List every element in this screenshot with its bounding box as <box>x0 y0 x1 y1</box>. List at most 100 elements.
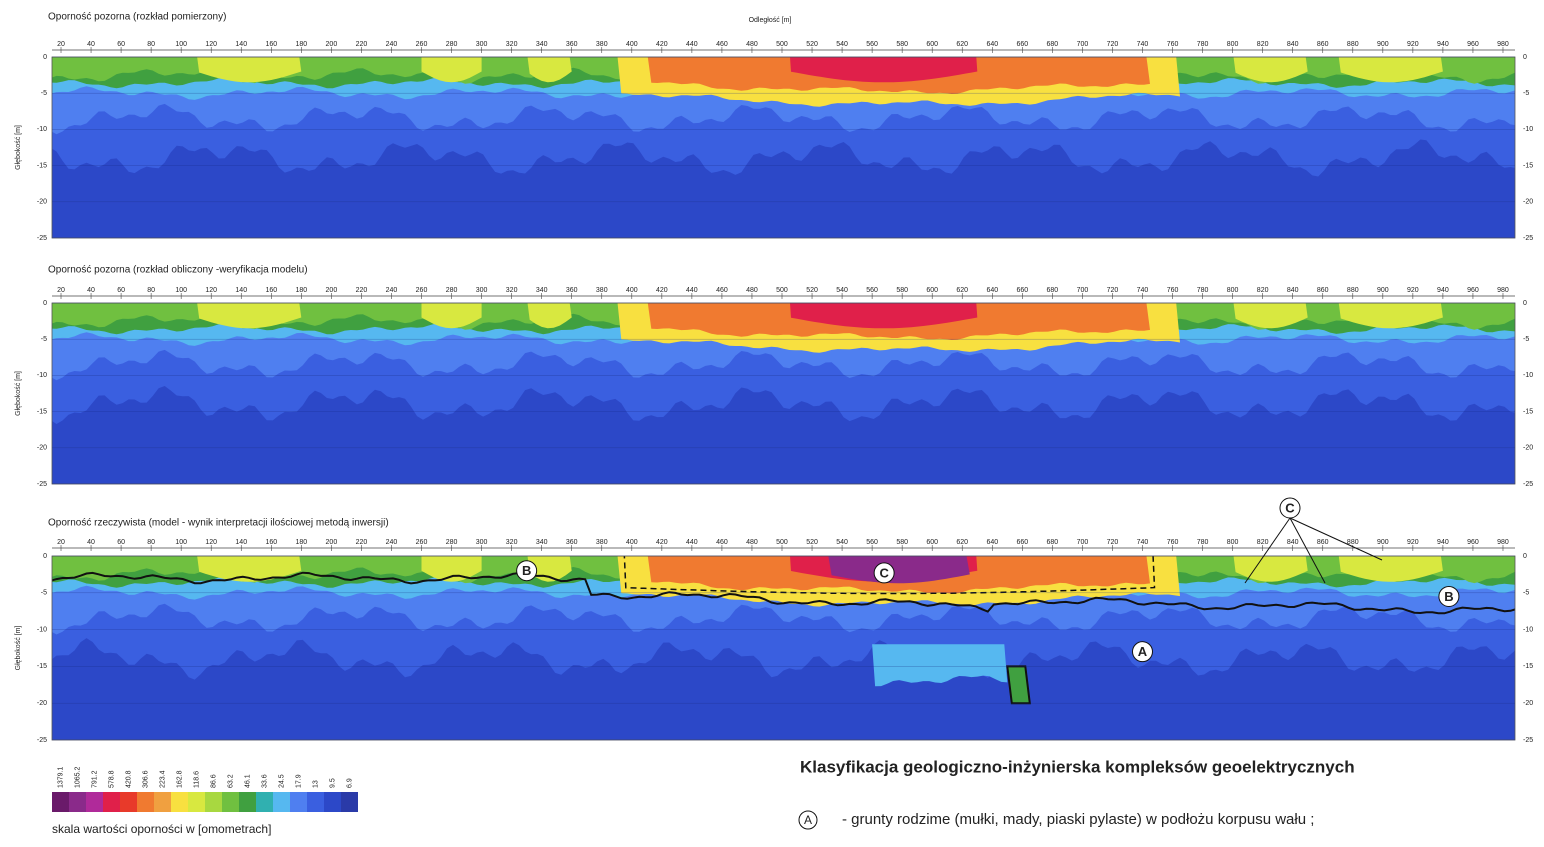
colorbar-label: 33.6 <box>261 774 268 788</box>
x-tick-label: 140 <box>235 539 247 546</box>
x-tick-label: 800 <box>1227 539 1239 546</box>
x-tick-label: 440 <box>686 287 698 294</box>
y-axis-title: Głębokość [m] <box>15 371 22 416</box>
annotation-circle <box>516 560 538 582</box>
x-tick-label: 640 <box>986 539 998 546</box>
x-tick-label: 960 <box>1467 287 1479 294</box>
y-tick-label-right: -20 <box>1523 199 1533 206</box>
y-tick-label: -15 <box>37 408 47 415</box>
annotation-label: B <box>522 563 531 578</box>
x-tick-label: 740 <box>1137 41 1149 48</box>
field-band <box>52 386 1515 484</box>
x-tick-label: 680 <box>1047 41 1059 48</box>
x-tick-label: 380 <box>596 41 608 48</box>
x-tick-label: 840 <box>1287 287 1299 294</box>
field-band <box>828 556 970 584</box>
y-tick-label-right: 0 <box>1523 300 1527 307</box>
x-tick-label: 980 <box>1497 41 1509 48</box>
y-tick-label: -20 <box>37 700 47 707</box>
field-band <box>1233 556 1308 582</box>
x-tick-label: 780 <box>1197 287 1209 294</box>
panel-title: Oporność rzeczywista (model - wynik inte… <box>48 518 389 529</box>
x-tick-label: 980 <box>1497 287 1509 294</box>
x-tick-label: 120 <box>205 287 217 294</box>
x-tick-label: 280 <box>446 287 458 294</box>
x-tick-label: 20 <box>57 41 65 48</box>
x-tick-label: 460 <box>716 539 728 546</box>
annotation-leader <box>1289 517 1326 584</box>
x-tick-label: 660 <box>1016 287 1028 294</box>
x-tick-label: 300 <box>476 287 488 294</box>
field-band <box>52 638 1515 740</box>
annotation-leader <box>1289 517 1383 561</box>
x-tick-label: 960 <box>1467 539 1479 546</box>
x-tick-label: 660 <box>1016 539 1028 546</box>
x-tick-label: 480 <box>746 41 758 48</box>
x-tick-label: 620 <box>956 287 968 294</box>
x-tick-label: 820 <box>1257 41 1269 48</box>
x-tick-label: 540 <box>836 41 848 48</box>
x-tick-label: 60 <box>117 41 125 48</box>
x-tick-label: 960 <box>1467 41 1479 48</box>
x-tick-label: 480 <box>746 287 758 294</box>
colorbar-label: 118.6 <box>193 771 200 788</box>
x-tick-label: 280 <box>446 539 458 546</box>
colorbar-label: 6.9 <box>346 778 353 788</box>
x-tick-label: 500 <box>776 539 788 546</box>
x-tick-label: 880 <box>1347 287 1359 294</box>
y-tick-label-right: -10 <box>1523 126 1533 133</box>
x-tick-label: 40 <box>87 539 95 546</box>
x-tick-label: 920 <box>1407 287 1419 294</box>
x-tick-label: 320 <box>506 41 518 48</box>
legend-text: - grunty rodzime (mułki, mady, piaski py… <box>842 811 1314 828</box>
x-tick-label: 200 <box>326 539 338 546</box>
x-tick-label: 880 <box>1347 41 1359 48</box>
y-tick-label-right: -20 <box>1523 445 1533 452</box>
x-tick-label: 200 <box>326 41 338 48</box>
field-band <box>421 556 482 582</box>
colorbar-label: 63.2 <box>227 774 234 788</box>
x-tick-label: 100 <box>175 539 187 546</box>
x-tick-label: 260 <box>416 539 428 546</box>
x-tick-label: 580 <box>896 287 908 294</box>
x-tick-label: 400 <box>626 41 638 48</box>
y-tick-label-right: -15 <box>1523 162 1533 169</box>
field-band <box>789 303 978 329</box>
x-tick-label: 420 <box>656 41 668 48</box>
y-tick-label-right: -5 <box>1523 336 1529 343</box>
x-tick-label: 220 <box>356 41 368 48</box>
field <box>52 556 1515 740</box>
x-tick-label: 940 <box>1437 287 1449 294</box>
x-tick-label: 360 <box>566 539 578 546</box>
x-tick-label: 100 <box>175 41 187 48</box>
x-tick-label: 720 <box>1107 41 1119 48</box>
x-tick-label: 720 <box>1107 287 1119 294</box>
colorbar-swatch <box>239 792 256 812</box>
x-tick-label: 120 <box>205 41 217 48</box>
x-tick-label: 360 <box>566 287 578 294</box>
x-tick-label: 780 <box>1197 41 1209 48</box>
x-tick-label: 180 <box>295 539 307 546</box>
x-tick-label: 80 <box>147 287 155 294</box>
x-tick-label: 200 <box>326 287 338 294</box>
colorbar-label: 1065.2 <box>74 766 81 788</box>
colorbar-label: 46.1 <box>244 774 251 788</box>
x-tick-label: 700 <box>1077 539 1089 546</box>
x-tick-label: 20 <box>57 539 65 546</box>
x-tick-label: 980 <box>1497 539 1509 546</box>
colorbar-label: 791.2 <box>91 770 98 788</box>
colorbar-swatch <box>137 792 154 812</box>
y-tick-label-right: -25 <box>1523 737 1533 744</box>
colorbar-swatch <box>290 792 307 812</box>
x-tick-label: 640 <box>986 287 998 294</box>
x-tick-label: 760 <box>1167 539 1179 546</box>
x-tick-label: 560 <box>866 539 878 546</box>
x-tick-label: 520 <box>806 539 818 546</box>
field-band <box>1338 303 1443 329</box>
x-tick-label: 340 <box>536 41 548 48</box>
y-tick-label: -5 <box>41 90 47 97</box>
y-tick-label: 0 <box>43 553 47 560</box>
x-tick-label: 560 <box>866 287 878 294</box>
field-band <box>421 303 482 329</box>
